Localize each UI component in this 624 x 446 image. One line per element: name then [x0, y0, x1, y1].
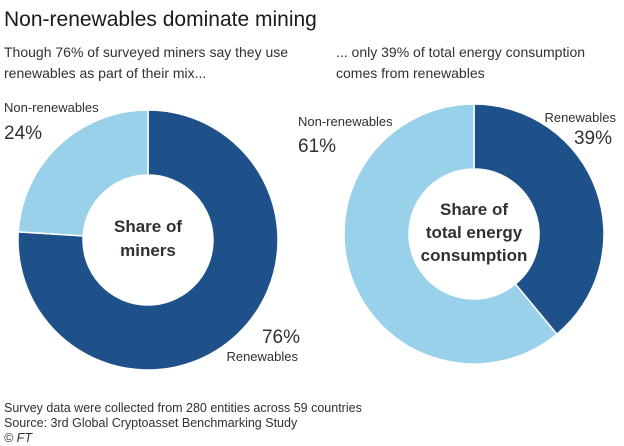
footer-credit: © FT [4, 431, 32, 445]
right-center-label-line3: consumption [421, 246, 528, 265]
left-slice-renewables [17, 109, 279, 371]
footer-source: Source: 3rd Global Cryptoasset Benchmark… [4, 416, 298, 430]
left-center-label-line2: miners [120, 241, 176, 260]
right-chart-subtitle: ... only 39% of total energy consumption… [336, 44, 586, 81]
left-center-label-line1: Share of [114, 217, 182, 236]
chart-title: Non-renewables dominate mining [4, 8, 317, 31]
right-non-renewables-value: 61% [298, 136, 336, 157]
right-renewables-label: Renewables [544, 110, 616, 125]
left-renewables-value: 76% [262, 327, 300, 348]
right-renewables-value: 39% [574, 128, 612, 149]
right-non-renewables-label: Non-renewables [298, 114, 393, 129]
left-chart-subtitle: Though 76% of surveyed miners say they u… [4, 44, 289, 81]
left-non-renewables-value: 24% [4, 123, 42, 144]
left-slice-non-renewables [17, 109, 149, 237]
left-non-renewables-label: Non-renewables [4, 100, 99, 115]
right-center-label-line1: Share of [440, 200, 508, 219]
right-slice-non-renewables [343, 103, 558, 365]
left-renewables-label: Renewables [226, 349, 298, 364]
right-center-label-line2: total energy [426, 223, 523, 242]
right-donut: Share of total energy consumption Non-re… [298, 103, 616, 365]
left-donut: Share of miners Non-renewables 24% 76% R… [4, 100, 300, 371]
footer-note: Survey data were collected from 280 enti… [4, 401, 362, 415]
right-slice-renewables [473, 103, 605, 336]
